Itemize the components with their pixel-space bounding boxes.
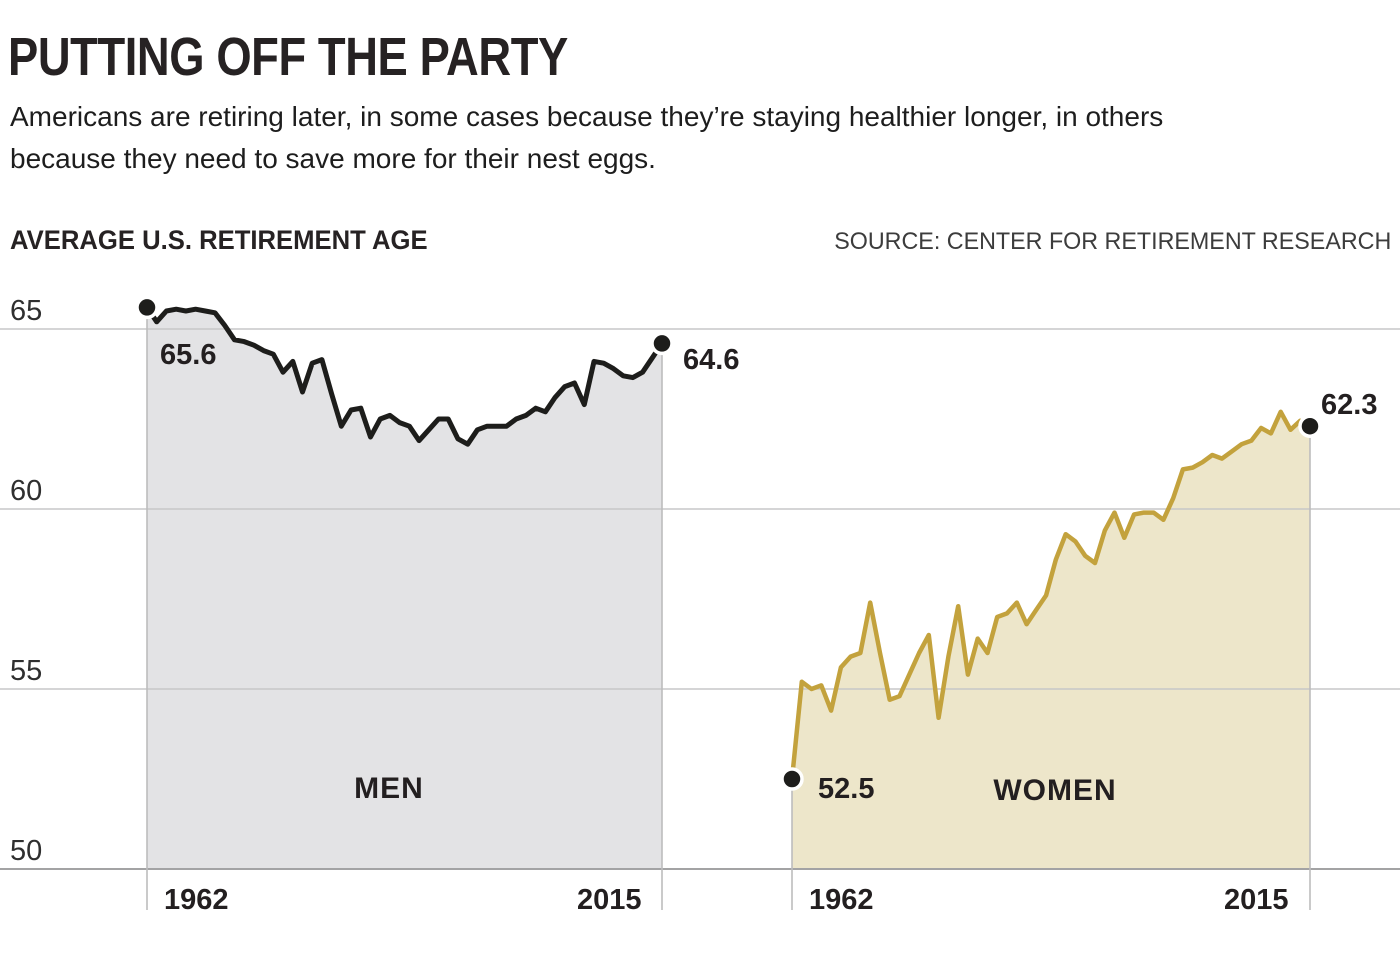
men-start-value-label: 65.6 [160, 339, 217, 371]
men-end-value-label: 64.6 [683, 344, 740, 376]
women-start-value-label: 52.5 [818, 773, 875, 805]
y-tick-50: 50 [10, 835, 43, 867]
men-series-label: MEN [354, 772, 424, 805]
source-credit: SOURCE: CENTER FOR RETIREMENT RESEARCH [833, 228, 1391, 255]
men-end-dot [650, 331, 674, 356]
women-end-dot [1298, 414, 1322, 438]
women-end-value-label: 62.3 [1321, 389, 1378, 421]
y-tick-60: 60 [10, 475, 43, 507]
men-data-line [144, 304, 665, 447]
subtitle-line-1: Americans are retiring later, in some ca… [10, 101, 1164, 132]
y-tick-65: 65 [10, 295, 43, 327]
women-end-year-label: 2015 [1224, 884, 1289, 916]
men-start-year-label: 1962 [164, 884, 229, 916]
women-series-label: WOMEN [993, 774, 1117, 807]
y-tick-55: 55 [10, 655, 43, 687]
women-data-line [789, 409, 1313, 782]
subtitle-line-2: because they need to save more for their… [10, 143, 656, 174]
men-area-fill [147, 307, 662, 869]
women-area-fill [792, 411, 1310, 869]
page-title: PUTTING OFF THE PARTY [8, 27, 568, 87]
men-start-dot [135, 295, 159, 320]
page-subtitle: Americans are retiring later, in some ca… [10, 96, 1163, 180]
women-start-year-label: 1962 [809, 884, 874, 916]
women-start-dot [780, 767, 804, 791]
men-end-year-label: 2015 [577, 884, 642, 916]
chart-title: AVERAGE U.S. RETIREMENT AGE [10, 225, 428, 255]
